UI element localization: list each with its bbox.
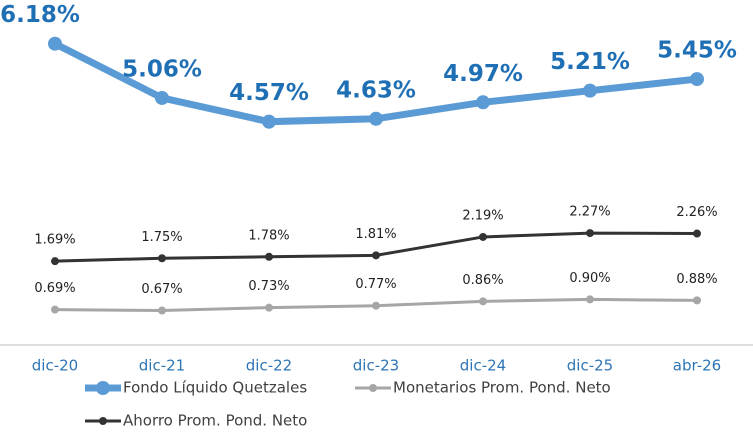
x-tick-label: dic-22	[246, 357, 292, 375]
data-label: 1.78%	[248, 228, 289, 243]
data-point	[693, 296, 701, 305]
data-point	[586, 295, 594, 304]
data-point	[693, 229, 701, 238]
data-point	[48, 36, 62, 51]
data-point	[372, 251, 380, 260]
data-point	[476, 95, 490, 110]
data-point	[479, 297, 487, 306]
data-label: 0.88%	[676, 272, 717, 287]
data-point	[583, 83, 597, 98]
legend-marker	[96, 381, 110, 395]
data-label: 1.75%	[141, 230, 182, 245]
data-label: 5.21%	[550, 49, 630, 75]
x-tick-label: dic-23	[353, 357, 399, 375]
data-label: 0.69%	[34, 281, 75, 296]
data-label: 0.67%	[141, 282, 182, 297]
data-label: 1.81%	[355, 227, 396, 242]
x-tick-label: abr-26	[673, 357, 721, 375]
data-label: 4.57%	[229, 80, 309, 106]
data-point	[265, 252, 273, 261]
data-label: 0.90%	[569, 271, 610, 286]
data-label: 0.73%	[248, 279, 289, 294]
x-tick-label: dic-24	[460, 357, 506, 375]
data-label: 1.69%	[34, 233, 75, 248]
legend-marker	[369, 384, 377, 392]
data-label: 5.06%	[122, 56, 202, 82]
data-label: 2.26%	[676, 205, 717, 220]
data-label: 4.63%	[336, 77, 416, 103]
data-label: 6.18%	[0, 2, 80, 28]
x-tick-label: dic-20	[32, 357, 78, 375]
data-label: 0.86%	[462, 273, 503, 288]
data-point	[586, 229, 594, 238]
data-label: 2.27%	[569, 205, 610, 220]
data-label: 5.45%	[657, 38, 737, 64]
legend-marker	[99, 417, 107, 425]
data-point	[262, 114, 276, 129]
data-point	[158, 306, 166, 315]
data-point	[51, 305, 59, 314]
data-point	[265, 303, 273, 312]
data-point	[690, 72, 704, 87]
legend-label: Ahorro Prom. Pond. Neto	[123, 412, 307, 430]
legend-label: Fondo Líquido Quetzales	[123, 379, 307, 397]
x-tick-label: dic-25	[567, 357, 613, 375]
data-point	[479, 232, 487, 241]
data-point	[51, 257, 59, 266]
x-tick-label: dic-21	[139, 357, 185, 375]
legend-label: Monetarios Prom. Pond. Neto	[393, 379, 611, 397]
data-point	[155, 90, 169, 105]
data-point	[372, 301, 380, 310]
data-label: 2.19%	[462, 208, 503, 223]
data-point	[369, 111, 383, 126]
data-point	[158, 254, 166, 263]
data-label: 0.77%	[355, 277, 396, 292]
data-label: 4.97%	[443, 61, 523, 87]
